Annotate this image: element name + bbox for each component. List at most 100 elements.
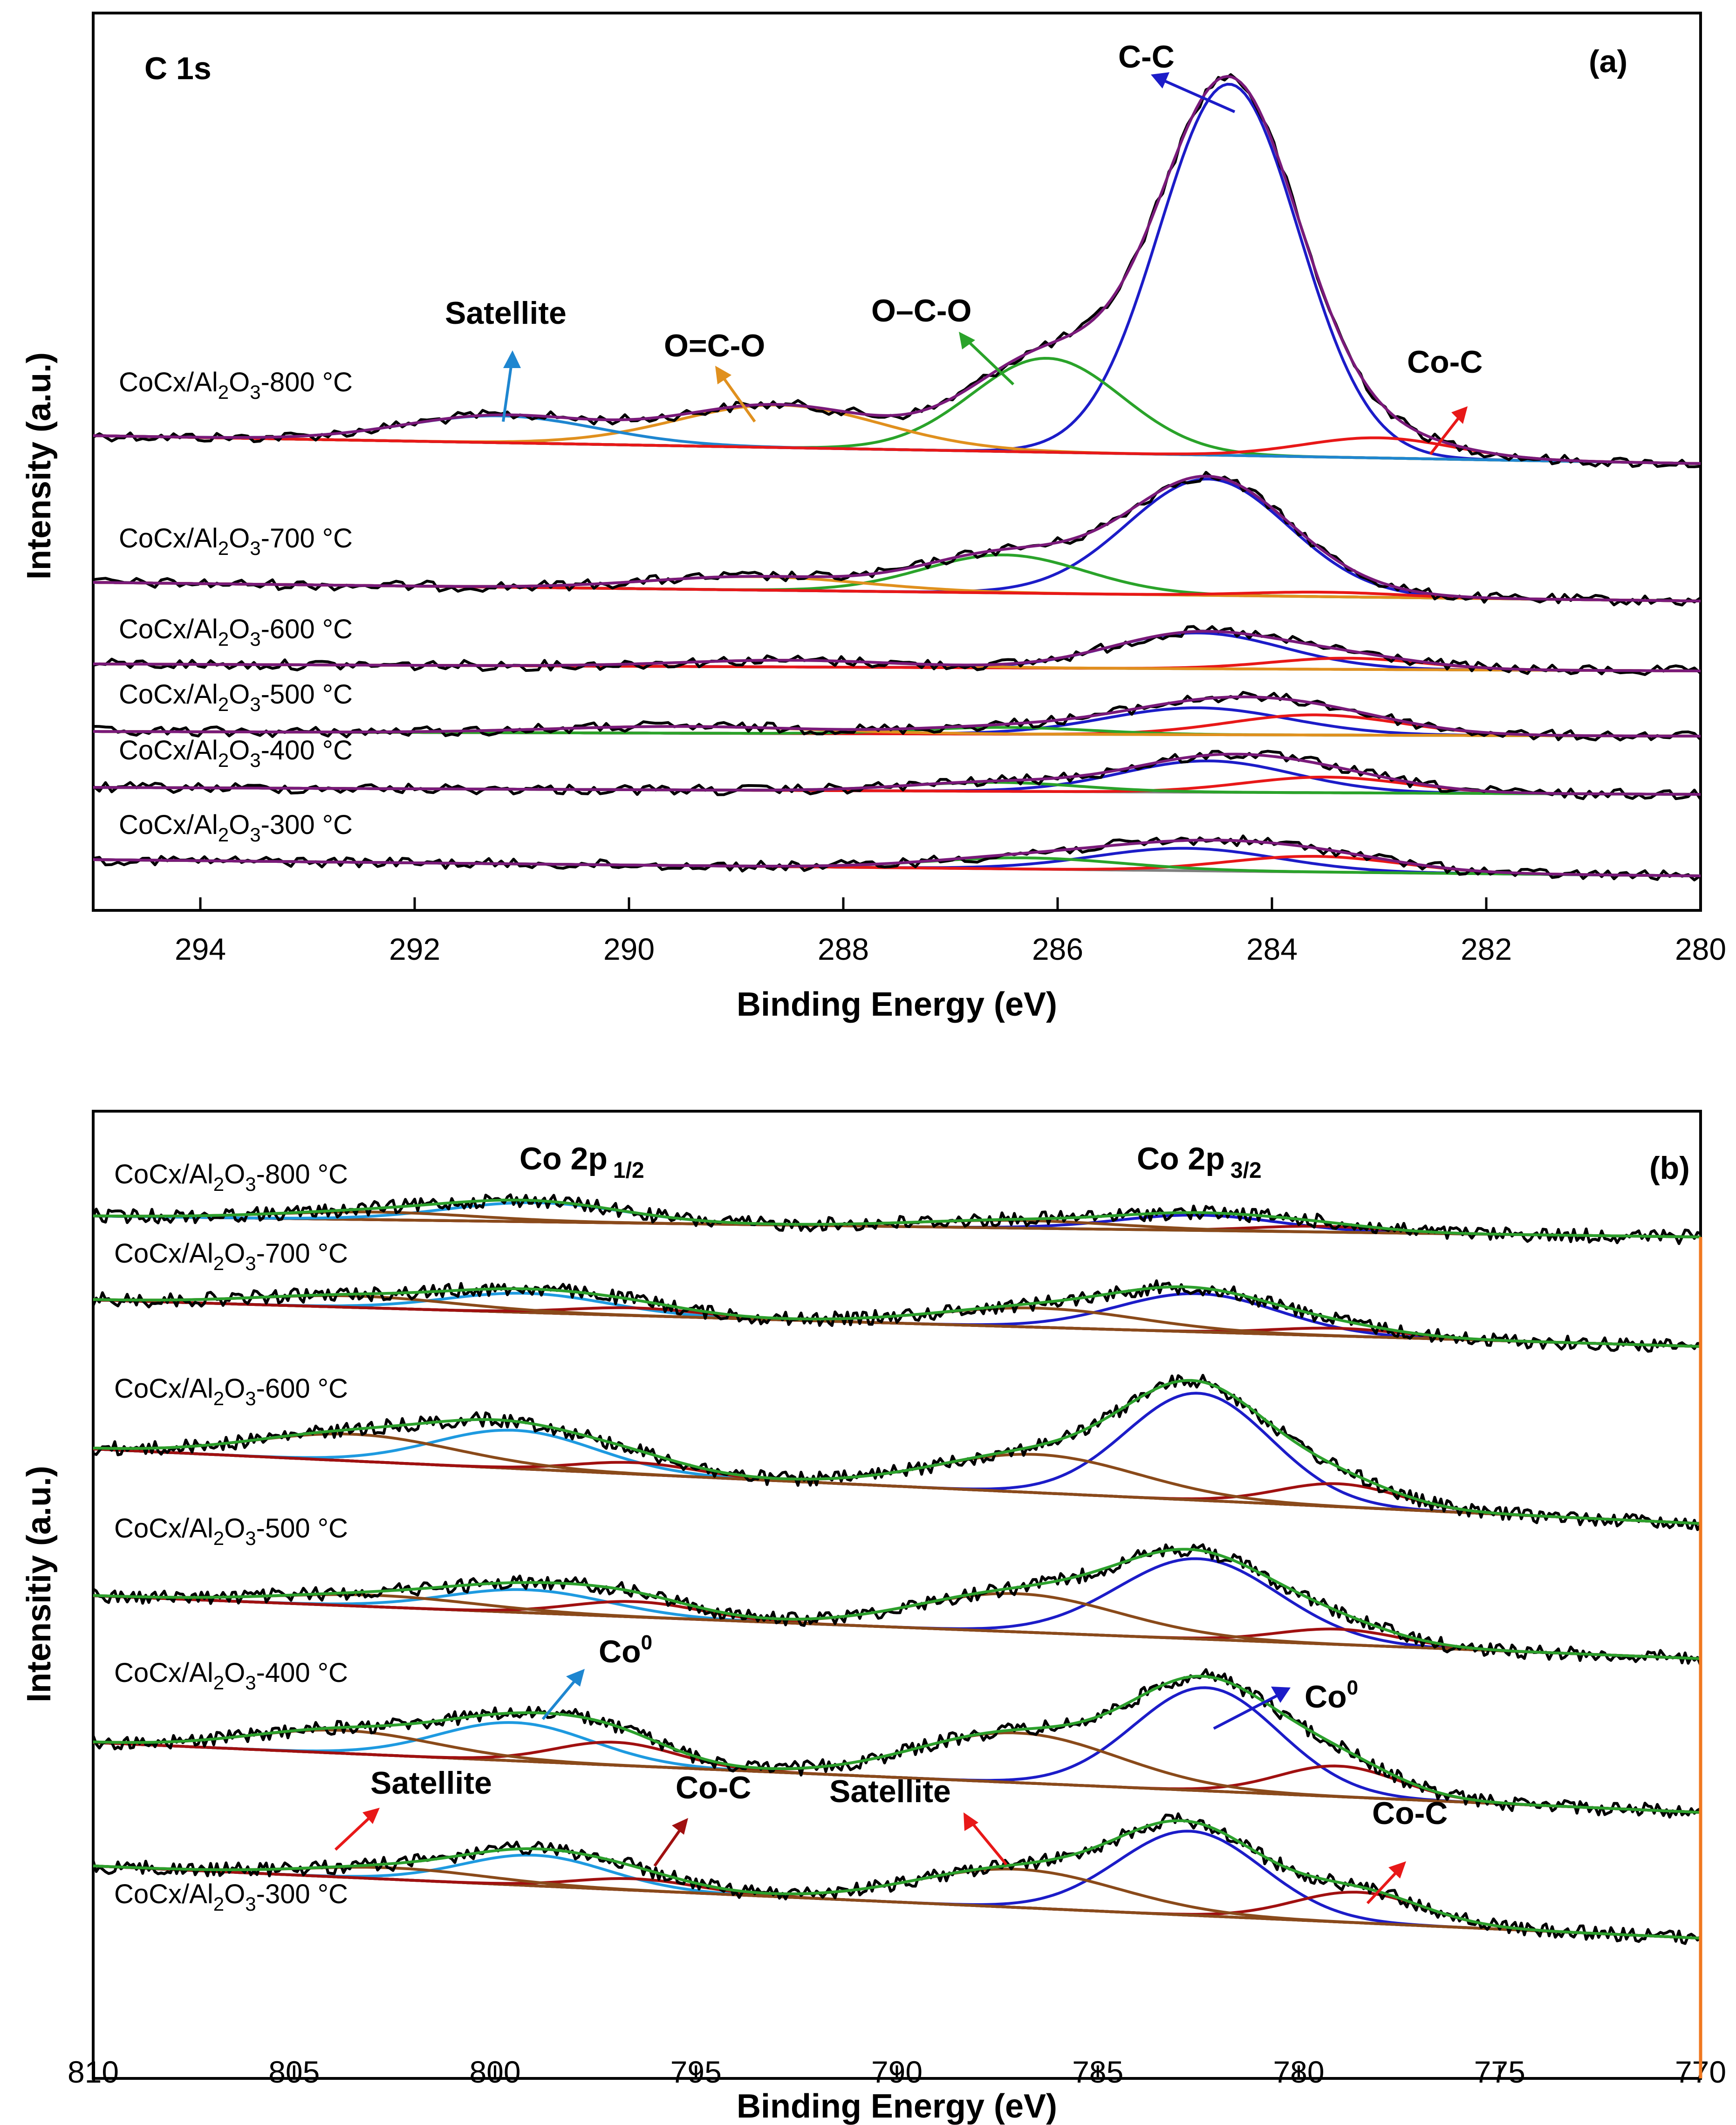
annotation-satellite-b-left: Satellite: [370, 1765, 492, 1801]
b-series-label-2: CoCx/Al2O3-600 °C: [114, 1373, 348, 1409]
a-series-4-raw: [92, 750, 1702, 800]
a-series-1-envelope: [93, 475, 1701, 602]
a-series-0-peak-0: [93, 82, 1701, 465]
b-series-3: [92, 1543, 1702, 1666]
a-tick-label-294: 294: [175, 932, 226, 966]
annotation-co0-left-arrowhead: [566, 1669, 585, 1687]
annotation-odco-arrow: [718, 372, 756, 423]
panel-b-ylabel: Intensitiy (a.u.): [21, 1466, 58, 1702]
a-series-label-2: CoCx/Al2O3-600 °C: [119, 614, 353, 650]
b-tick-label-775: 775: [1474, 2055, 1525, 2089]
b-series-0-raw: [92, 1193, 1702, 1245]
b-series-2-envelope: [93, 1379, 1701, 1525]
a-series-2-envelope: [93, 629, 1701, 672]
panel-a-xlabel: Binding Energy (eV): [737, 986, 1057, 1023]
panel-a-frame: [92, 12, 1702, 912]
b-series-4-raw: [92, 1668, 1702, 1819]
a-tick-label-288: 288: [818, 932, 869, 966]
b-series-5: [92, 1812, 1702, 1945]
a-series-1-peak-1: [93, 553, 1701, 602]
b-tick-label-785: 785: [1072, 2055, 1123, 2089]
a-series-label-0: CoCx/Al2O3-800 °C: [119, 367, 353, 403]
a-tick-label-282: 282: [1461, 932, 1512, 966]
b-series-3-envelope: [93, 1548, 1701, 1660]
panel-a-curves: [92, 73, 1702, 881]
b-series-5-raw: [92, 1812, 1702, 1945]
a-series-label-1: CoCx/Al2O3-700 °C: [119, 523, 353, 559]
a-series-3: [93, 690, 1702, 742]
a-series-0-envelope: [93, 75, 1701, 465]
annotation-coc-b-right-arrowhead: [1388, 1861, 1406, 1879]
a-tick-label-280: 280: [1675, 932, 1726, 966]
b-series-1-envelope: [93, 1285, 1701, 1348]
panel-b-co-left: Co 2p 1/2: [519, 1141, 644, 1183]
b-series-label-5: CoCx/Al2O3-300 °C: [114, 1879, 348, 1915]
annotation-co0-left: Co0: [599, 1631, 652, 1669]
panel-b-curves: [92, 1193, 1702, 1945]
b-series-label-0: CoCx/Al2O3-800 °C: [114, 1159, 348, 1195]
a-series-0-raw: [92, 73, 1701, 468]
a-series-4-envelope: [93, 752, 1701, 796]
a-series-3-envelope: [93, 695, 1701, 738]
a-series-label-5: CoCx/Al2O3-300 °C: [119, 810, 353, 846]
annotation-ocdo-arrow: [963, 336, 1015, 386]
annotation-satellite-b-left-arrow: [334, 1813, 374, 1851]
b-tick-label-810: 810: [68, 2055, 119, 2089]
annotation-ocdo: O–C-O: [871, 293, 971, 328]
b-series-label-1: CoCx/Al2O3-700 °C: [114, 1238, 348, 1274]
annotation-coc-a-arrowhead: [1451, 406, 1468, 424]
b-series-1: [92, 1279, 1701, 1353]
b-tick-label-790: 790: [871, 2055, 923, 2089]
b-series-5-envelope: [93, 1819, 1701, 1940]
a-series-0-peak-4: [93, 434, 1701, 465]
a-series-label-3: CoCx/Al2O3-500 °C: [119, 679, 353, 715]
a-series-1: [93, 471, 1702, 607]
a-series-2: [93, 625, 1702, 676]
a-series-0: [92, 73, 1701, 468]
annotation-coc-a-arrow: [1429, 411, 1464, 455]
b-tick-label-800: 800: [469, 2055, 520, 2089]
annotation-ocdo-arrowhead: [959, 332, 975, 349]
b-series-4: [92, 1668, 1702, 1819]
a-tick-label-292: 292: [389, 932, 440, 966]
b-series-2: [92, 1373, 1702, 1531]
b-tick-label-780: 780: [1273, 2055, 1324, 2089]
annotation-coc-b-right: Co-C: [1372, 1796, 1448, 1831]
panel-b-series-labels: CoCx/Al2O3-800 °C CoCx/Al2O3-700 °C CoCx/A…: [114, 1159, 348, 1915]
annotation-coc-b-left-arrowhead: [672, 1818, 688, 1835]
annotation-cc-arrow: [1155, 75, 1236, 113]
annotation-satellite-b-right: Satellite: [829, 1774, 951, 1809]
b-series-1-raw: [92, 1279, 1701, 1353]
panel-b-x-ticks: 810 805 800 795 790 785 780 775 770: [68, 2055, 1726, 2089]
annotation-co0-right-arrowhead: [1271, 1687, 1291, 1703]
a-tick-label-284: 284: [1246, 932, 1298, 966]
b-series-0-envelope: [93, 1198, 1701, 1238]
panel-b-co-right: Co 2p 3/2: [1137, 1141, 1262, 1183]
annotation-co0-right-arrow: [1213, 1695, 1278, 1730]
b-tick-label-805: 805: [268, 2055, 320, 2089]
a-tick-label-286: 286: [1032, 932, 1083, 966]
annotation-coc-a: Co-C: [1407, 344, 1483, 380]
a-series-label-4: CoCx/Al2O3-400 °C: [119, 735, 353, 771]
panel-a-series-labels: CoCx/Al2O3-800 °C CoCx/Al2O3-700 °C CoCx/A…: [119, 367, 353, 846]
annotation-coc-b-left: Co-C: [676, 1770, 751, 1805]
annotation-co0-right: Co0: [1305, 1676, 1358, 1715]
annotation-satellite-a-arrowhead: [503, 350, 521, 368]
annotation-coc-b-left-arrow: [653, 1825, 684, 1867]
annotation-satellite-b-right-arrowhead: [964, 1812, 978, 1831]
panel-a-x-ticks: 294 292 290 288 286 284 282 280: [175, 897, 1726, 966]
annotation-cc-arrowhead: [1151, 72, 1169, 89]
annotation-satellite-b-right-arrow: [968, 1818, 1008, 1865]
a-series-4: [92, 750, 1702, 800]
annotation-satellite-b-left-arrowhead: [362, 1808, 380, 1824]
panel-a-title: C 1s: [144, 51, 212, 86]
b-series-4-envelope: [93, 1674, 1701, 1814]
b-series-label-4: CoCx/Al2O3-400 °C: [114, 1658, 348, 1694]
b-series-5-peak-5: [93, 1864, 1701, 1940]
annotation-odco-arrowhead: [715, 366, 731, 384]
annotation-coc-b-right-arrow: [1366, 1867, 1401, 1905]
annotation-cc: C-C: [1118, 39, 1175, 75]
annotation-satellite-a: Satellite: [445, 295, 567, 331]
b-series-0: [92, 1193, 1702, 1245]
